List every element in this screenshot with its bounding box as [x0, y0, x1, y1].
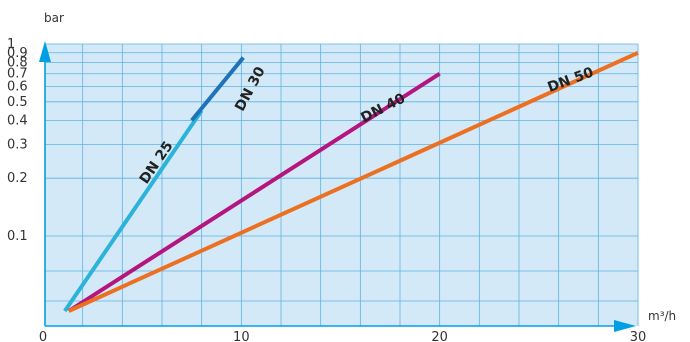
axes — [39, 41, 636, 332]
y-tick-label: 0.1 — [7, 229, 28, 244]
y-tick-label: 0.3 — [7, 137, 28, 152]
series-line-dn-30 — [190, 56, 245, 122]
y-tick-label: 0.4 — [7, 113, 28, 128]
tick-labels: 0 10 20 30 0.1 0.2 0.3 0.4 0.50.60.70.80.91 — [7, 37, 646, 342]
grid-lines — [45, 43, 639, 326]
y-axis-label: bar — [44, 11, 64, 25]
y-tick-label: 0.7 — [7, 67, 28, 82]
x-tick-label: 30 — [630, 330, 647, 342]
y-axis-arrow-icon — [39, 41, 51, 62]
y-tick-label: 0.6 — [7, 80, 28, 95]
series-line-dn-25 — [63, 109, 204, 313]
x-axis-arrow-icon — [614, 320, 636, 332]
y-tick-label: 0.9 — [7, 46, 28, 61]
x-axis-label: m³/h — [648, 309, 676, 323]
series-line-dn-50 — [67, 50, 639, 313]
y-tick-label: 0.5 — [7, 95, 28, 110]
x-tick-label: 10 — [233, 330, 250, 342]
series-lines — [63, 50, 639, 313]
series-line-dn-40 — [67, 72, 441, 313]
x-tick-label: 0 — [39, 330, 47, 342]
y-tick-label: 0.2 — [7, 171, 28, 186]
y-tick-label: 1 — [7, 37, 15, 52]
x-tick-label: 20 — [431, 330, 448, 342]
y-tick-label: 0.8 — [7, 56, 28, 71]
